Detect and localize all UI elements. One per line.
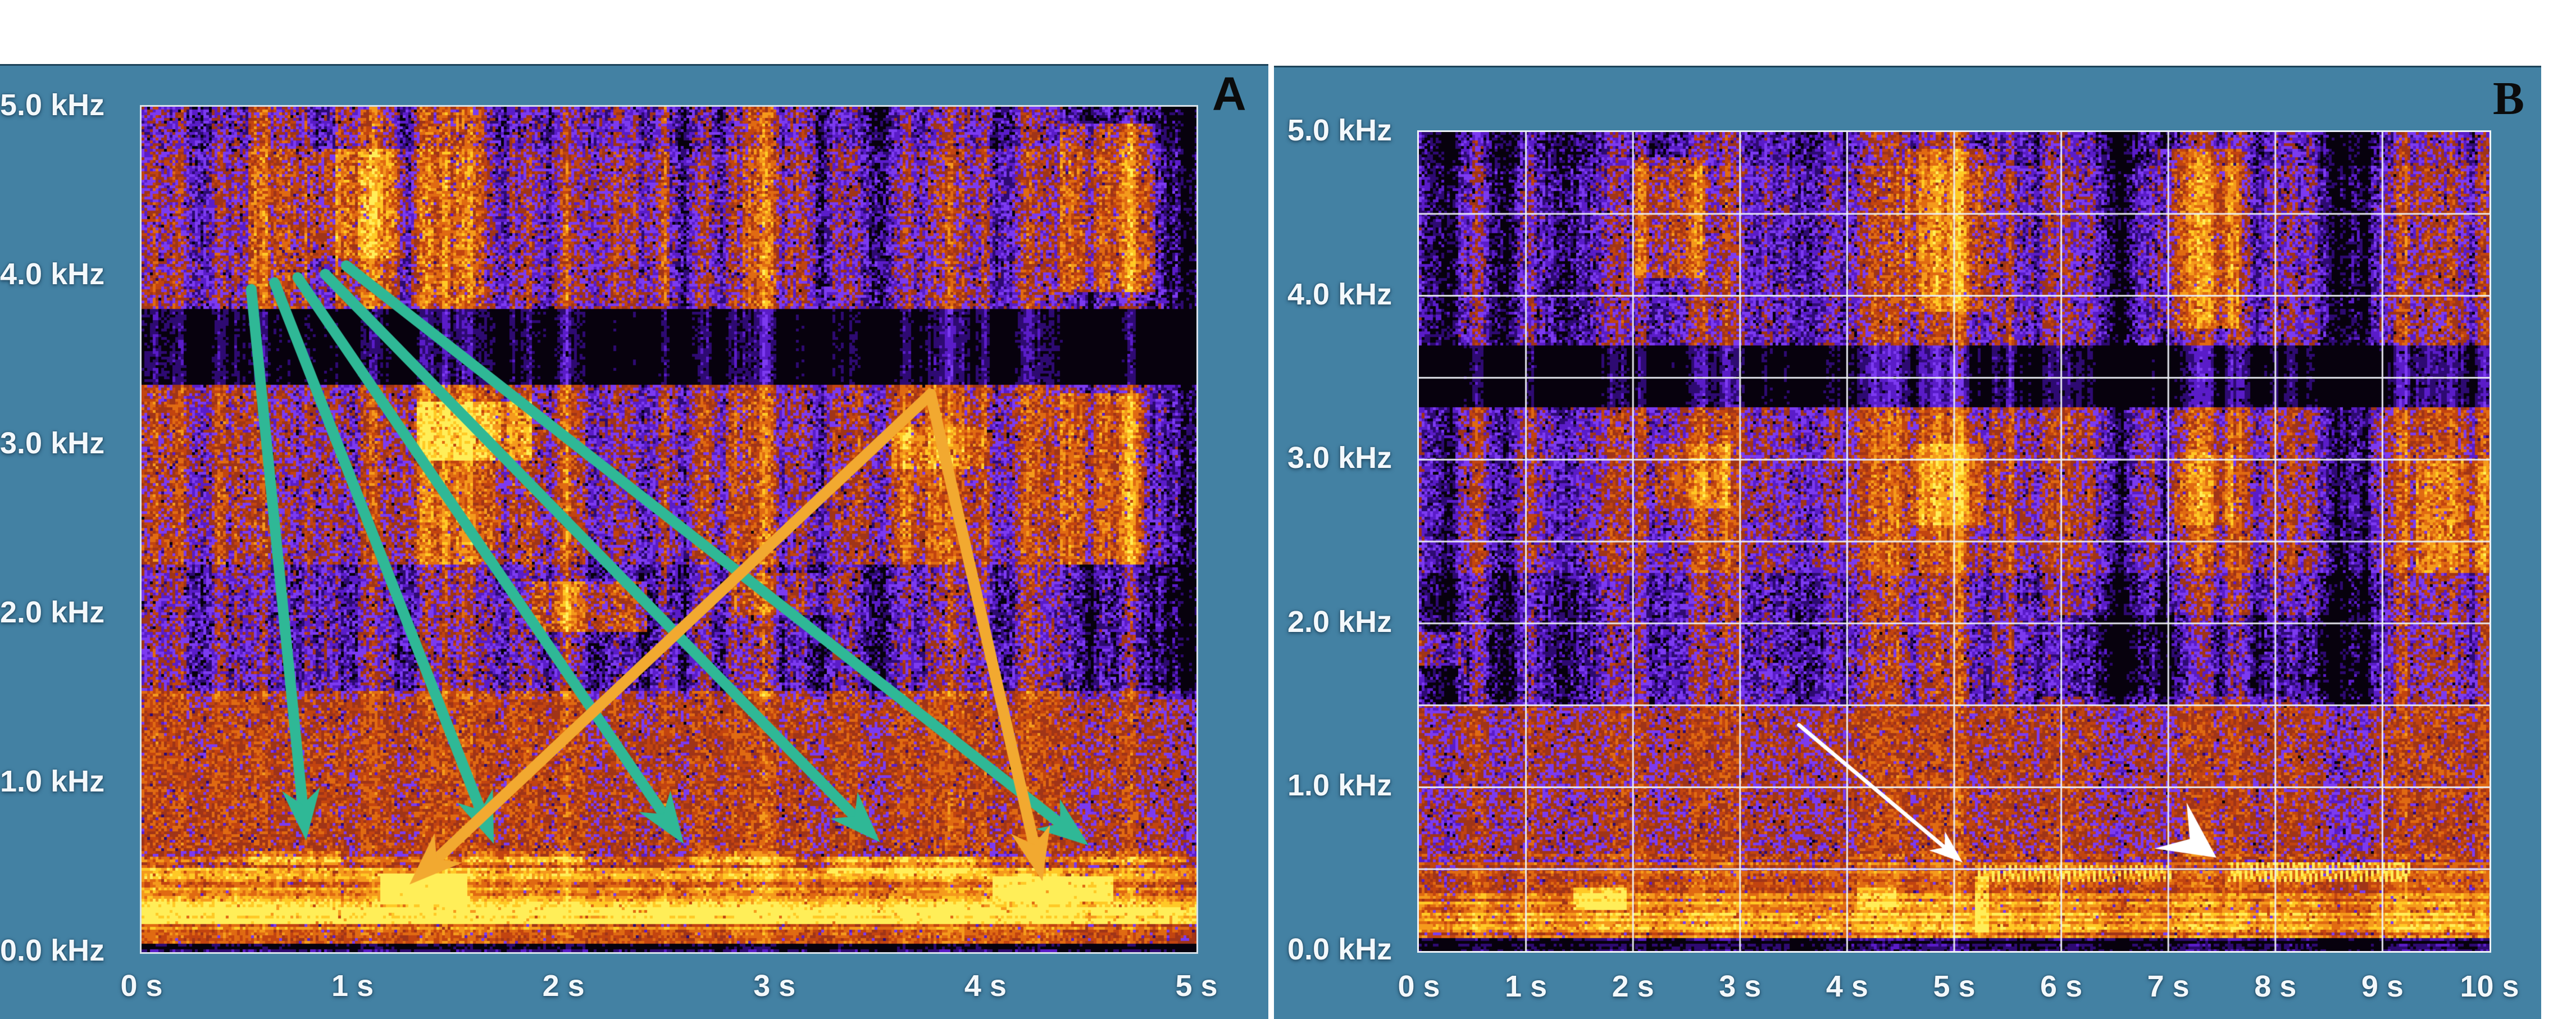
freq-tick-label: 5.0 kHz — [0, 88, 105, 122]
freq-tick-label: 0.0 kHz — [1287, 932, 1392, 966]
time-tick-label: 6 s — [2040, 970, 2083, 1003]
freq-tick-label: 1.0 kHz — [0, 765, 105, 798]
time-tick-label: 0 s — [120, 969, 163, 1003]
panel-a-plot-area — [140, 105, 1198, 954]
panel-a-spectrogram: 5.0 kHz 4.0 kHz 3.0 kHz 2.0 kHz 1.0 kHz 0.0 k… — [0, 64, 1268, 1019]
time-tick-label: 10 s — [2460, 970, 2519, 1003]
panel-b-spectrogram: 5.0 kHz 4.0 kHz 3.0 kHz 2.0 kHz 1.0 kHz 0.0 k… — [1274, 66, 2541, 1019]
time-tick-label: 1 s — [331, 969, 374, 1003]
freq-tick-label: 1.0 kHz — [1287, 768, 1392, 803]
time-tick-label: 5 s — [1175, 969, 1218, 1003]
freq-tick-label: 5.0 kHz — [1287, 113, 1392, 147]
time-tick-label: 5 s — [1933, 970, 1976, 1003]
time-tick-label: 4 s — [964, 969, 1007, 1003]
time-tick-label: 3 s — [1719, 970, 1762, 1003]
time-tick-label: 9 s — [2361, 970, 2404, 1003]
panel-b-plot-area — [1417, 130, 2491, 953]
time-tick-label: 3 s — [753, 969, 796, 1003]
time-tick-label: 1 s — [1505, 970, 1548, 1003]
time-tick-label: 0 s — [1398, 970, 1440, 1003]
panel-b-letter: B — [2493, 72, 2525, 125]
panel-a-spectrogram-canvas — [142, 107, 1196, 952]
freq-tick-label: 2.0 kHz — [0, 595, 105, 629]
time-tick-label: 2 s — [542, 969, 585, 1003]
time-tick-label: 4 s — [1826, 970, 1868, 1003]
freq-tick-label: 4.0 kHz — [1287, 277, 1392, 311]
freq-tick-label: 2.0 kHz — [1287, 604, 1392, 639]
panel-b-spectrogram-canvas — [1419, 132, 2489, 951]
time-tick-label: 2 s — [1612, 970, 1654, 1003]
time-tick-label: 8 s — [2254, 970, 2297, 1003]
panel-a-letter: A — [1212, 67, 1246, 120]
freq-tick-label: 0.0 kHz — [0, 934, 105, 967]
time-tick-label: 7 s — [2147, 970, 2190, 1003]
freq-tick-label: 3.0 kHz — [0, 426, 105, 460]
freq-tick-label: 3.0 kHz — [1287, 441, 1392, 475]
freq-tick-label: 4.0 kHz — [0, 257, 105, 291]
